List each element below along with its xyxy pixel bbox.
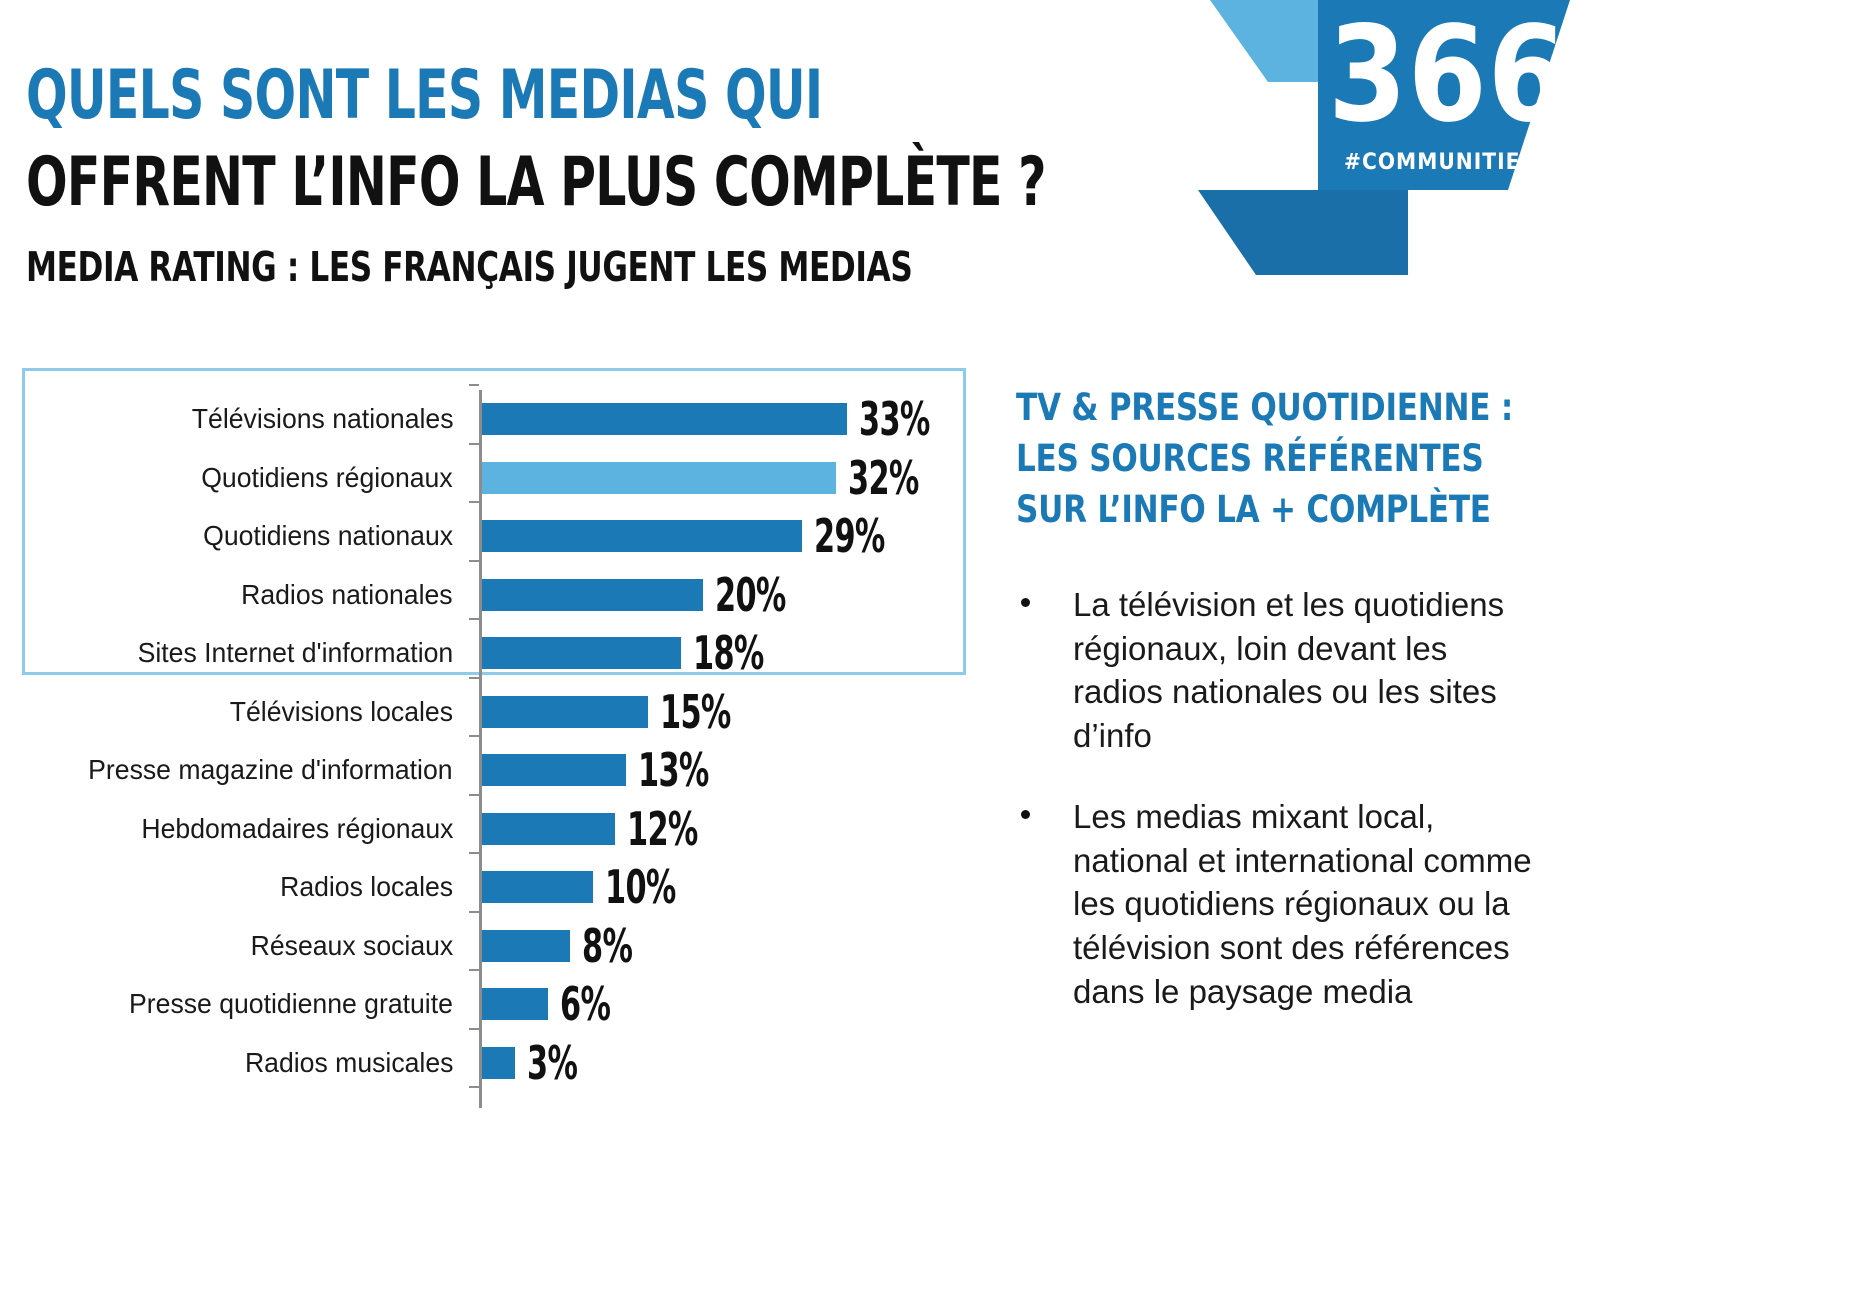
logo-panel-icon bbox=[1318, 0, 1508, 190]
chart-bar bbox=[482, 578, 703, 611]
logo-flag-icon bbox=[1508, 0, 1570, 190]
chart-y-axis bbox=[479, 390, 482, 1108]
chart-bar-value: 12% bbox=[626, 801, 698, 856]
chart-bar bbox=[482, 929, 571, 962]
chart-row: Radios nationales 20% bbox=[22, 566, 972, 624]
chart-bar bbox=[482, 871, 593, 903]
chart-bar-value: 13% bbox=[637, 743, 709, 797]
chart-row: Télévisions locales 15% bbox=[22, 683, 972, 741]
subtitle: MEDIA RATING : LES FRANÇAIS JUGENT LES M… bbox=[26, 243, 913, 291]
chart-axis-tick bbox=[469, 910, 479, 913]
chart-bar bbox=[482, 988, 549, 1020]
insight-heading-line-2: LES SOURCES RÉFÉRENTES bbox=[1016, 437, 1484, 481]
chart-bar bbox=[482, 812, 615, 845]
chart-bar-value: 18% bbox=[692, 626, 764, 680]
chart-bar bbox=[482, 695, 648, 728]
chart-bar bbox=[482, 520, 803, 552]
chart-axis-tick bbox=[469, 559, 479, 562]
chart-bar bbox=[482, 1046, 516, 1079]
chart-row: Hebdomadaires régionaux 12% bbox=[22, 800, 972, 858]
chart-row: Radios musicales 3% bbox=[22, 1034, 972, 1092]
chart-axis-tick bbox=[469, 1086, 479, 1088]
insight-heading-line-3: SUR L’INFO LA + COMPLÈTE bbox=[1016, 488, 1491, 532]
chart-row: Presse quotidienne gratuite 6% bbox=[22, 975, 972, 1033]
chart-bar-value: 32% bbox=[847, 450, 919, 505]
chart-row-label: Radios locales bbox=[279, 871, 453, 902]
insight-panel: TV & PRESSE QUOTIDIENNE : LES SOURCES RÉF… bbox=[1016, 382, 1846, 1051]
chart-bar-value: 6% bbox=[560, 977, 611, 1031]
chart-row: Radios locales 10% bbox=[22, 858, 972, 916]
insight-bullet-text: Les medias mixant local, national et int… bbox=[1073, 798, 1532, 1010]
brand-logo: 366 #COMMUNITIES bbox=[1100, 0, 1869, 275]
chart-bar bbox=[482, 754, 626, 786]
logo-arrow-bottom-icon bbox=[1198, 190, 1408, 275]
top-media-highlight-box bbox=[22, 368, 966, 675]
chart-bar-value: 20% bbox=[715, 567, 786, 622]
bullet-dot-icon bbox=[1021, 598, 1030, 608]
bar-chart: Télévisions nationales 33% Quotidiens régi… bbox=[22, 368, 972, 1108]
title-line-1: QUELS SONT LES MEDIAS QUI bbox=[26, 56, 823, 135]
chart-row-label: Réseaux sociaux bbox=[250, 929, 453, 961]
chart-bar bbox=[482, 461, 836, 494]
header: QUELS SONT LES MEDIAS QUI OFFRENT L’INFO… bbox=[0, 0, 1869, 340]
insight-bullet-list: La télévision et les quotidiens régionau… bbox=[1016, 583, 1846, 1013]
chart-row: Quotidiens nationaux 29% bbox=[22, 507, 972, 565]
logo-number: 366 bbox=[1328, 0, 1568, 152]
chart-axis-tick bbox=[469, 676, 479, 679]
chart-row: Sites Internet d'information 18% bbox=[22, 624, 972, 682]
chart-row-label: Radios musicales bbox=[244, 1046, 453, 1078]
insight-heading-line-1: TV & PRESSE QUOTIDIENNE : bbox=[1016, 386, 1514, 429]
chart-axis-tick bbox=[469, 501, 479, 503]
chart-row-label: Sites Internet d'information bbox=[137, 637, 453, 668]
chart-axis-tick bbox=[469, 1027, 479, 1030]
chart-axis-tick bbox=[469, 618, 479, 620]
chart-row-label: Presse quotidienne gratuite bbox=[129, 988, 453, 1019]
chart-row-label: Télévisions nationales bbox=[191, 403, 453, 434]
chart-bar-value: 15% bbox=[659, 684, 731, 739]
chart-axis-tick bbox=[469, 969, 479, 971]
chart-axis-tick bbox=[469, 442, 479, 445]
chart-axis-tick bbox=[469, 793, 479, 796]
insight-bullet-text: La télévision et les quotidiens régionau… bbox=[1073, 586, 1505, 754]
chart-row-label: Télévisions locales bbox=[229, 695, 453, 727]
chart-row: Presse magazine d'information 13% bbox=[22, 741, 972, 799]
bullet-dot-icon bbox=[1021, 810, 1030, 820]
chart-axis-tick bbox=[469, 384, 479, 386]
chart-row-label: Quotidiens nationaux bbox=[203, 520, 453, 551]
chart-axis-tick bbox=[469, 735, 479, 737]
insight-bullet: La télévision et les quotidiens régionau… bbox=[1016, 583, 1543, 757]
insight-panel-heading: TV & PRESSE QUOTIDIENNE : LES SOURCES RÉF… bbox=[1016, 382, 1848, 535]
chart-row: Quotidiens régionaux 32% bbox=[22, 449, 972, 507]
chart-row: Réseaux sociaux 8% bbox=[22, 917, 972, 975]
insight-bullet: Les medias mixant local, national et int… bbox=[1016, 795, 1543, 1013]
chart-bar-value: 29% bbox=[814, 509, 886, 563]
chart-axis-tick bbox=[469, 852, 479, 854]
chart-row-label: Presse magazine d'information bbox=[88, 754, 453, 785]
chart-bar bbox=[482, 403, 847, 435]
logo-tagline: #COMMUNITIES bbox=[1344, 150, 1537, 175]
chart-bar-value: 33% bbox=[858, 392, 930, 446]
title-line-2: OFFRENT L’INFO LA PLUS COMPLÈTE ? bbox=[26, 143, 1046, 222]
chart-bar-value: 10% bbox=[604, 860, 676, 914]
chart-bar-value: 8% bbox=[582, 918, 633, 973]
chart-row-label: Radios nationales bbox=[241, 578, 453, 610]
chart-bar bbox=[482, 637, 681, 669]
chart-bar-value: 3% bbox=[527, 1035, 578, 1090]
chart-row-label: Hebdomadaires régionaux bbox=[140, 812, 453, 844]
chart-row-label: Quotidiens régionaux bbox=[201, 461, 453, 493]
chart-row: Télévisions nationales 33% bbox=[22, 390, 972, 448]
